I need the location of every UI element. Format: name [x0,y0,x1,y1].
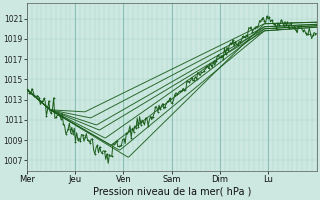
X-axis label: Pression niveau de la mer( hPa ): Pression niveau de la mer( hPa ) [92,187,251,197]
